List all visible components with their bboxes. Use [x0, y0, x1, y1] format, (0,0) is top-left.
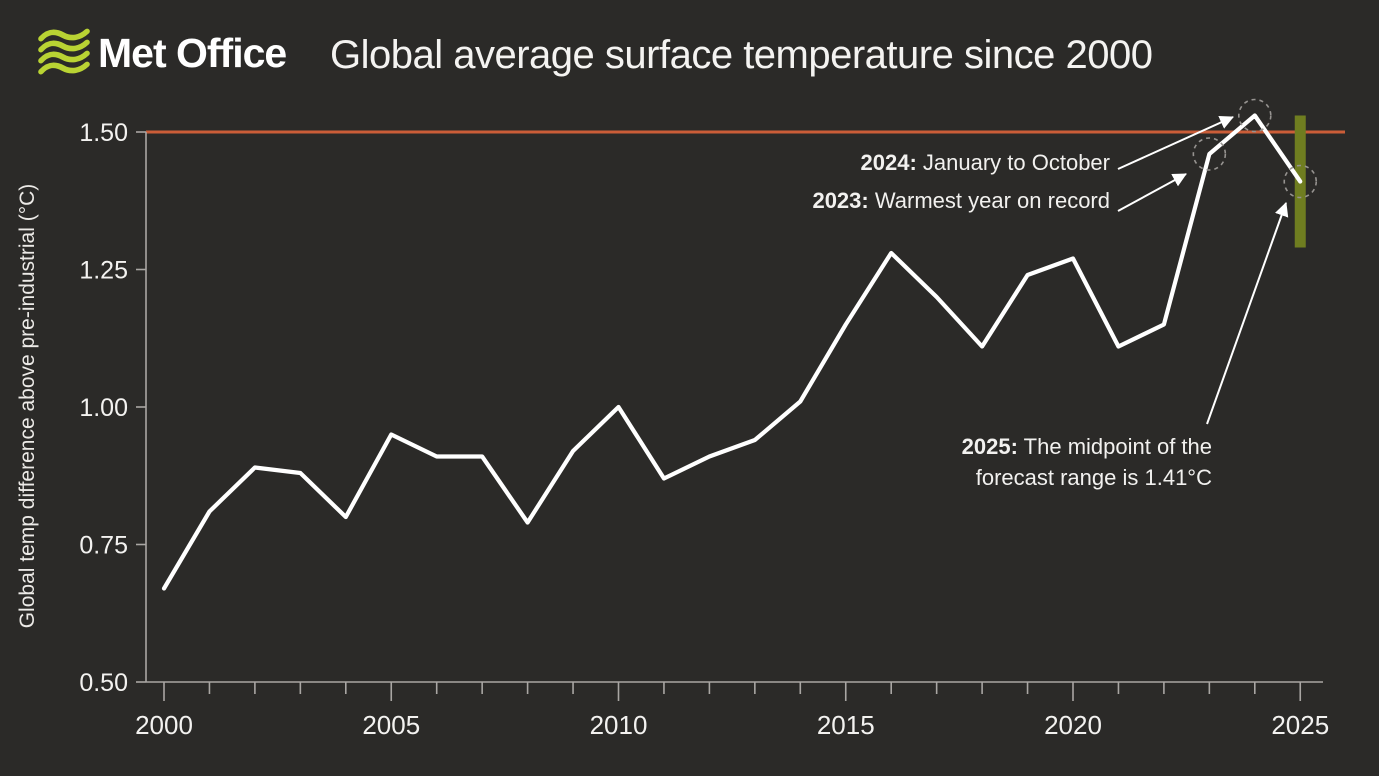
- annotation-arrows: [1117, 115, 1289, 425]
- y-tick-label: 1.50: [79, 119, 128, 147]
- x-tick-label: 2015: [817, 710, 875, 740]
- y-tick-label: 1.00: [79, 394, 128, 422]
- annotation-2025: 2025: The midpoint of the forecast range…: [962, 431, 1212, 493]
- y-tick-label: 1.25: [79, 257, 128, 285]
- annotation-arrow-1: [1117, 173, 1187, 212]
- met-office-logo-icon: [38, 28, 90, 75]
- page-title: Global average surface temperature since…: [330, 33, 1153, 77]
- x-tick-label: 2000: [135, 710, 193, 740]
- annotation-2023-year: 2023:: [812, 188, 869, 213]
- x-tick-label: 2010: [590, 710, 648, 740]
- highlight-circles: [1192, 98, 1318, 199]
- temperature-line: [161, 113, 1303, 591]
- annotation-2024-year: 2024:: [860, 150, 917, 175]
- annotation-arrow-0: [1117, 115, 1234, 170]
- annotation-2023-text: Warmest year on record: [868, 188, 1110, 213]
- x-tick-label: 2020: [1044, 710, 1102, 740]
- annotation-2023: 2023: Warmest year on record: [812, 188, 1110, 214]
- annotation-2025-line2: forecast range is 1.41°C: [975, 465, 1212, 490]
- annotation-2025-text: The midpoint of the: [1017, 434, 1212, 459]
- brand-name: Met Office: [98, 30, 287, 76]
- x-tick-label: 2025: [1271, 710, 1329, 740]
- y-tick-label: 0.50: [79, 669, 128, 697]
- annotation-2024: 2024: January to October: [861, 150, 1111, 176]
- annotation-arrow-2: [1206, 202, 1289, 425]
- y-tick-label: 0.75: [79, 532, 128, 560]
- x-tick-label: 2005: [362, 710, 420, 740]
- highlight-circle-2024: [1238, 98, 1272, 133]
- annotation-2024-text: January to October: [916, 150, 1110, 175]
- annotation-2025-line1: 2025: The midpoint of the: [962, 431, 1212, 462]
- header: Met Office Global average surface temper…: [0, 0, 1379, 95]
- temperature-polyline: [161, 113, 1303, 591]
- highlight-circle-2023: [1192, 137, 1227, 171]
- annotation-2025-year: 2025:: [961, 434, 1018, 459]
- highlight-circle-2025: [1283, 164, 1318, 199]
